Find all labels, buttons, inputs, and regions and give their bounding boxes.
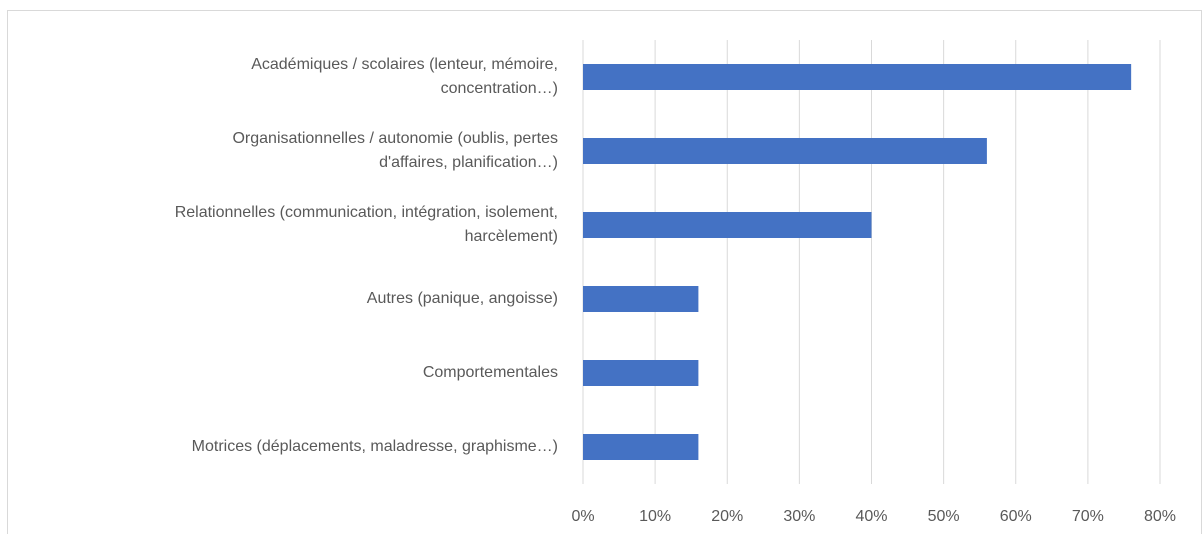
x-tick-label: 0% [571,508,594,525]
x-tick-label: 40% [855,508,887,525]
bar [583,286,699,312]
bar [583,434,699,460]
x-tick-label: 30% [783,508,815,525]
y-tick-label: Motrices (déplacements, maladresse, grap… [191,438,558,455]
x-tick-label: 80% [1144,508,1176,525]
x-tick-label: 20% [711,508,743,525]
x-tick-label: 10% [639,508,671,525]
y-tick-label: Organisationnelles / autonomie (oublis, … [232,130,558,171]
y-tick-label: Académiques / scolaires (lenteur, mémoir… [251,56,558,97]
x-tick-label: 60% [1000,508,1032,525]
y-tick-label: Comportementales [422,364,558,381]
bar [583,212,872,238]
bar [583,64,1132,90]
bar [583,360,699,386]
x-tick-label: 50% [928,508,960,525]
bar [583,138,987,164]
chart-frame [7,10,1202,534]
x-tick-label: 70% [1072,508,1104,525]
y-tick-label: Relationnelles (communication, intégrati… [174,204,558,245]
y-tick-label: Autres (panique, angoisse) [366,290,558,307]
